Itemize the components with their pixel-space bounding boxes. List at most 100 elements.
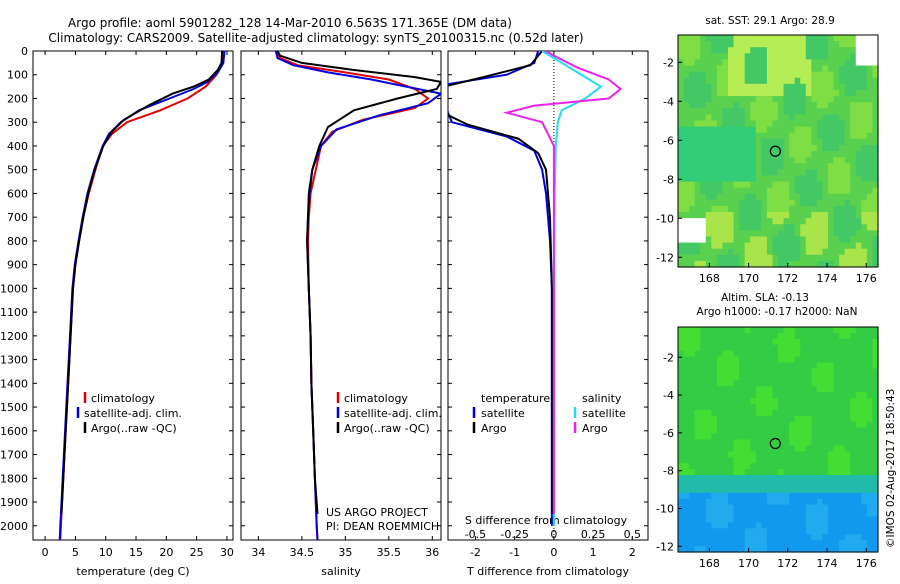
map-cell (728, 451, 735, 458)
map-cell (733, 132, 740, 140)
map-cell (694, 138, 701, 146)
map-cell (744, 492, 751, 500)
map-cell (711, 120, 718, 128)
x-tick-label: 20 (159, 546, 173, 559)
map-cell (700, 534, 707, 541)
map-cell (833, 409, 840, 417)
map-cell (739, 475, 746, 482)
map-cell (778, 181, 785, 189)
map-cell (722, 248, 729, 256)
map-cell (794, 120, 801, 128)
map-cell (866, 187, 874, 195)
map-cell (811, 362, 818, 370)
map-cell (855, 344, 862, 352)
map-cell (861, 157, 868, 164)
map-cell (750, 41, 757, 48)
map-cell (739, 248, 746, 256)
map-cell (839, 41, 846, 48)
map-cell (872, 327, 879, 334)
map-cell (866, 463, 874, 470)
map-cell (828, 392, 835, 399)
map-cell (694, 120, 701, 128)
map-cell (755, 83, 762, 91)
map-cell (766, 114, 774, 122)
map-cell (828, 439, 835, 447)
map-cell (750, 126, 757, 134)
x-tick-label: 5 (72, 546, 79, 559)
map-cell (866, 403, 874, 411)
depth-tick-label: 300 (7, 116, 28, 129)
map-cell (678, 546, 685, 553)
map-cell (744, 144, 751, 152)
map-cell (872, 108, 879, 115)
map-cell (783, 65, 790, 73)
map-cell (783, 59, 790, 67)
map-cell (872, 480, 879, 488)
map-cell (822, 469, 829, 476)
map-cell (683, 242, 690, 250)
map-cell (800, 71, 807, 79)
map-cell (861, 486, 868, 494)
map-cell (689, 254, 696, 262)
map-cell (822, 498, 829, 506)
map-cell (855, 47, 862, 54)
map-cell (744, 138, 751, 146)
map-cell (855, 35, 862, 42)
map-cell (839, 224, 846, 231)
map-cell (816, 218, 824, 225)
map-cell (822, 522, 829, 529)
map-cell (733, 475, 740, 482)
depth-axis: 0100200300400500600700800900100011001200… (0, 45, 28, 533)
map-cell (744, 212, 751, 219)
map-cell (694, 151, 701, 158)
map-cell (839, 187, 846, 195)
map-cell (811, 260, 818, 268)
map-cell (844, 41, 851, 48)
map-cell (805, 89, 812, 97)
map-cell (866, 534, 874, 541)
map-cell (872, 451, 879, 458)
map-cell (761, 108, 768, 115)
map-cell (816, 163, 824, 170)
map-cell (866, 248, 874, 256)
map-cell (711, 457, 718, 464)
map-cell (750, 199, 757, 207)
map-cell (772, 522, 779, 529)
map-cell (761, 193, 768, 201)
map-cell (728, 236, 735, 244)
map-cell (794, 224, 801, 231)
map-cell (761, 236, 768, 244)
map-cell (833, 403, 840, 411)
map-cell (828, 138, 835, 146)
map-cell (783, 169, 790, 177)
map-cell (683, 187, 690, 195)
map-cell (833, 35, 840, 42)
map-cell (811, 510, 818, 518)
map-cell (778, 41, 785, 48)
map-cell (844, 344, 851, 352)
map-cell (728, 528, 735, 535)
map-cell (811, 169, 818, 177)
map-cell (839, 218, 846, 225)
map-cell (716, 144, 724, 152)
map-cell (694, 427, 701, 435)
map-cell (755, 187, 762, 195)
map-cell (711, 248, 718, 256)
map-cell (866, 380, 874, 387)
map-cell (850, 498, 857, 506)
map-cell (822, 163, 829, 170)
map-cell (783, 338, 790, 346)
map-cell (811, 439, 818, 447)
map-cell (822, 380, 829, 387)
map-cell (750, 403, 757, 411)
map-cell (678, 187, 685, 195)
map-cell (700, 254, 707, 262)
map-cell (794, 71, 801, 79)
map-cell (761, 421, 768, 429)
map-cell (844, 132, 851, 140)
map-cell (850, 445, 857, 452)
map-cell (816, 89, 824, 97)
map-cell (722, 230, 729, 238)
map-cell (716, 445, 724, 452)
map-cell (839, 504, 846, 512)
